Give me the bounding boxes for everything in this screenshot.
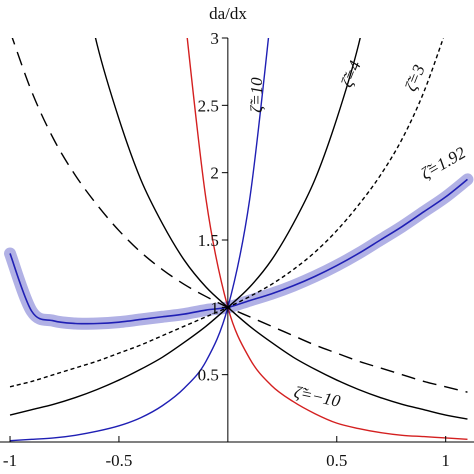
curve (11, 38, 468, 393)
curve-label: ζ̃=10 (247, 77, 266, 113)
x-tick-label: -0.5 (105, 451, 132, 470)
curve (9, 38, 361, 416)
y-tick-label: 0.5 (198, 366, 219, 385)
uncertainty-band (4, 173, 474, 330)
y-tick-label: 1.5 (198, 231, 219, 250)
curve-label: ζ̃=4 (337, 57, 365, 89)
curve-label: ζ̃=−10 (292, 382, 342, 410)
curve (94, 38, 468, 420)
y-tick-label: 2 (210, 164, 219, 183)
x-tick-label: 0.5 (326, 451, 347, 470)
y-tick-label: 2.5 (198, 96, 219, 115)
y-tick-label: 1 (210, 298, 219, 317)
y-tick-label: 3 (210, 29, 219, 48)
curve (9, 178, 468, 325)
axes: 0.5 1 1.5 2 2.5 3 -1 -0.5 0.5 1 (0, 29, 474, 470)
y-axis-label: da/dx (209, 4, 247, 23)
curve (186, 38, 468, 441)
curve (9, 38, 270, 442)
x-tick-label: -1 (3, 451, 17, 470)
plot-area (4, 38, 474, 442)
x-tick-label: 1 (441, 451, 450, 470)
